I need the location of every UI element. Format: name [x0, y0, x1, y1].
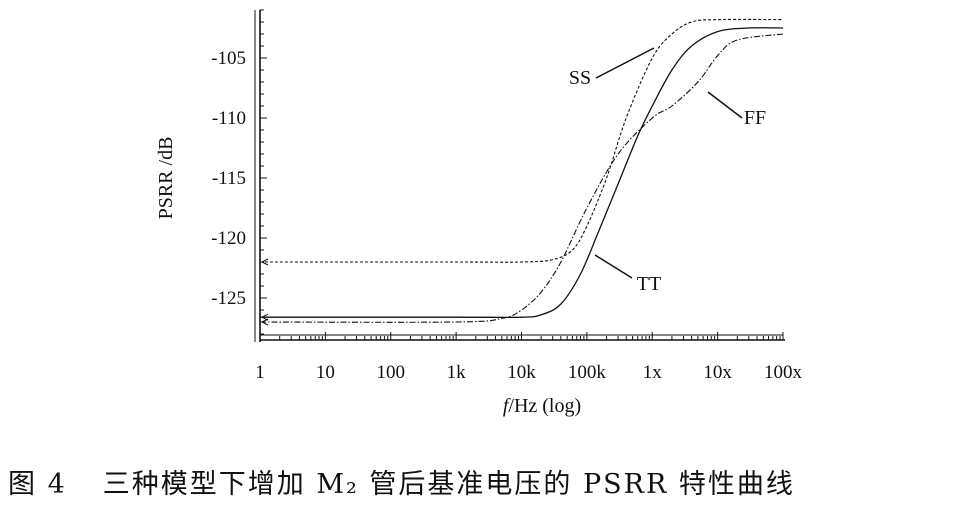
x-tick-label: 10	[316, 362, 335, 383]
y-tick-label: -125	[211, 288, 246, 309]
series-ss-start-marker	[260, 258, 269, 266]
x-axis-title-rest: /Hz (log)	[508, 395, 581, 417]
x-tick-label: 100	[377, 362, 406, 383]
series-ss-label: SS	[569, 67, 591, 89]
figure-number: 图 4	[8, 469, 67, 500]
series-tt-start-marker	[260, 313, 269, 321]
series-tt-line	[260, 27, 784, 319]
figure-caption-text: 三种模型下增加 M₂ 管后基准电压的 PSRR 特性曲线	[102, 469, 795, 500]
x-axis-title-italic: f	[503, 395, 511, 417]
y-tick-label: -110	[212, 108, 246, 129]
plot-frame	[254, 10, 785, 342]
series-tt-label: TT	[637, 273, 661, 295]
series-ff-line	[259, 33, 784, 323]
y-tick-label: -105	[211, 48, 246, 69]
series-ss-line	[260, 18, 784, 263]
x-tick-label: 100k	[568, 362, 607, 383]
y-tick-label: -115	[212, 168, 246, 189]
y-tick-label: -120	[211, 228, 246, 249]
series-ff-leader	[707, 91, 743, 119]
x-tick-label: 10k	[507, 362, 536, 383]
y-axis-title: PSRR /dB	[155, 137, 177, 220]
psrr-chart: -105 -110 -115 -120 -125 1 10 100 1k 10k 100k 1x 10x…	[155, 9, 803, 417]
x-tick-label: 1k	[447, 362, 467, 383]
axis-ticks: -105 -110 -115 -120 -125 1 10 100 1k 10k 100k 1x 10x…	[211, 9, 803, 383]
figure-caption: 图 4 三种模型下增加 M₂ 管后基准电压的 PSRR 特性曲线	[8, 462, 972, 501]
x-tick-label: 100x	[764, 362, 803, 383]
x-tick-label: 1x	[643, 362, 663, 383]
series-ff-label: FF	[744, 107, 766, 129]
series-tt-leader	[594, 254, 633, 279]
series-ss-leader	[595, 47, 655, 79]
x-tick-label: 1	[255, 362, 265, 383]
series-ff-start-marker	[260, 318, 269, 326]
series-annotations: SS TT FF	[569, 47, 766, 295]
series-layer	[259, 18, 784, 326]
x-tick-label: 10x	[703, 362, 732, 383]
x-axis-title: f/Hz (log)	[503, 395, 581, 417]
